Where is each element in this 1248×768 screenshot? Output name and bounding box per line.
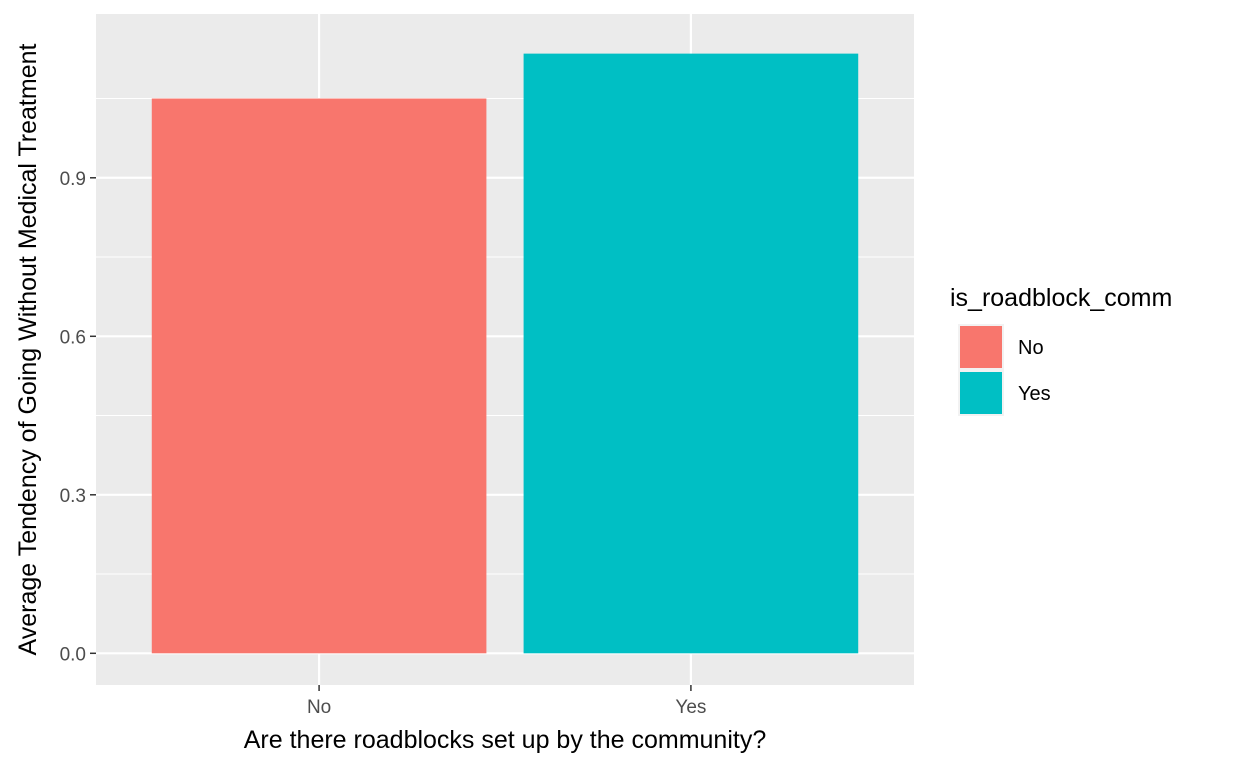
bar-yes <box>523 53 859 654</box>
legend-label-yes: Yes <box>1018 383 1051 405</box>
x-axis: No Yes <box>307 685 706 718</box>
y-axis-title: Average Tendency of Going Without Medica… <box>14 43 42 655</box>
x-tick-label: No <box>307 697 331 718</box>
x-axis-title: Are there roadblocks set up by the commu… <box>244 726 767 754</box>
bars <box>151 53 859 654</box>
x-tick-label: Yes <box>675 697 706 718</box>
legend-label-no: No <box>1018 337 1044 359</box>
legend-swatch-yes <box>960 372 1002 414</box>
legend-swatch-no <box>960 326 1002 368</box>
y-tick-label: 0.0 <box>60 644 86 665</box>
legend: is_roadblock_comm No Yes <box>950 284 1172 416</box>
y-tick-label: 0.3 <box>60 486 86 507</box>
y-tick-label: 0.9 <box>60 169 86 190</box>
bar-no <box>151 98 487 654</box>
y-axis: 0.0 0.3 0.6 0.9 <box>60 169 96 665</box>
legend-title: is_roadblock_comm <box>950 284 1172 312</box>
y-tick-label: 0.6 <box>60 327 86 348</box>
